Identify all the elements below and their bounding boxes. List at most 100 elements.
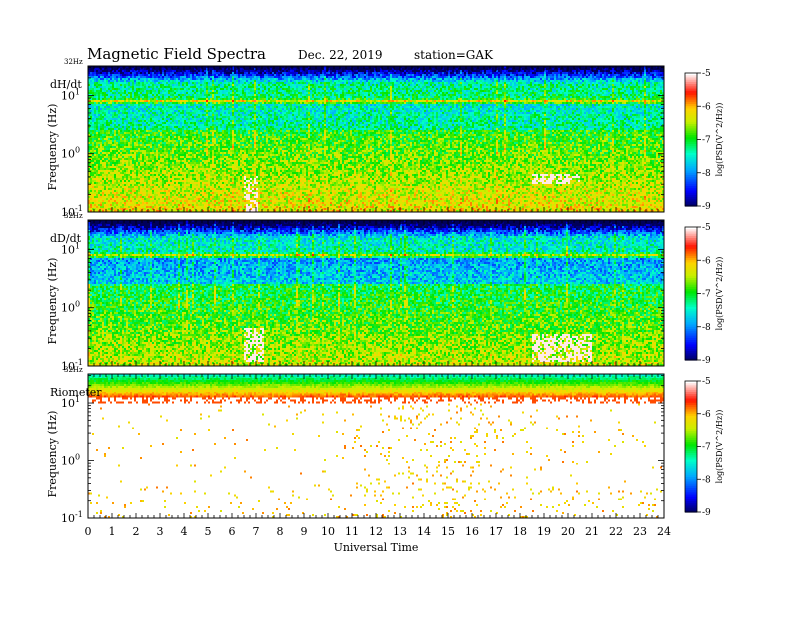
colorbar-segment bbox=[685, 121, 697, 125]
colorbar-segment bbox=[685, 112, 697, 116]
colorbar-segment bbox=[685, 396, 697, 400]
colorbar-tick-label: -6 bbox=[702, 410, 711, 420]
colorbar-tick-label: -8 bbox=[702, 475, 711, 485]
colorbar-segment bbox=[685, 302, 697, 306]
panel-label: Riometer bbox=[50, 386, 102, 399]
colorbar-segment bbox=[685, 477, 697, 480]
y-tick-label: 10-1 bbox=[61, 358, 83, 373]
colorbar-segment bbox=[685, 317, 697, 321]
x-tick-label: 2 bbox=[133, 525, 140, 538]
colorbar-segment bbox=[685, 240, 697, 244]
colorbar-segment bbox=[685, 481, 697, 485]
colorbar-segment bbox=[685, 139, 697, 143]
colorbar-segment bbox=[685, 503, 697, 507]
colorbar-segment bbox=[685, 342, 697, 346]
colorbar-segment bbox=[685, 398, 697, 402]
colorbar-segment bbox=[685, 110, 697, 114]
colorbar-segment bbox=[685, 126, 697, 130]
colorbar-segment bbox=[685, 453, 697, 456]
colorbar-segment bbox=[685, 435, 697, 439]
colorbar-segment bbox=[685, 108, 697, 112]
colorbar-segment bbox=[685, 97, 697, 101]
colorbar-segment bbox=[685, 246, 697, 250]
colorbar-segment bbox=[685, 418, 697, 421]
colorbar-segment bbox=[685, 192, 697, 196]
colorbar-segment bbox=[685, 315, 697, 319]
colorbar-tick-label: -5 bbox=[702, 69, 711, 79]
colorbar-segment bbox=[685, 300, 697, 303]
colorbar-segment bbox=[685, 320, 697, 323]
colorbar-segment bbox=[685, 73, 697, 76]
colorbar-segment bbox=[685, 463, 697, 467]
x-tick-label: 22 bbox=[609, 525, 623, 538]
colorbar-segment bbox=[685, 472, 697, 476]
x-tick-label: 0 bbox=[85, 525, 92, 538]
colorbar-segment bbox=[685, 337, 697, 341]
x-tick-label: 10 bbox=[321, 525, 335, 538]
colorbar-tick-label: -6 bbox=[702, 102, 711, 112]
colorbar-segment bbox=[685, 106, 697, 110]
colorbar-segment bbox=[685, 311, 697, 315]
colorbar-segment bbox=[685, 439, 697, 443]
x-tick-label: 9 bbox=[301, 525, 308, 538]
colorbar-segment bbox=[685, 498, 697, 502]
colorbar-segment bbox=[685, 402, 697, 406]
colorbar-segment bbox=[685, 130, 697, 134]
colorbar-segment bbox=[685, 251, 697, 255]
colorbar-segment bbox=[685, 437, 697, 441]
colorbar-segment bbox=[685, 313, 697, 317]
colorbar-segment bbox=[685, 353, 697, 357]
colorbar-segment bbox=[685, 242, 697, 246]
colorbar-segment bbox=[685, 132, 697, 136]
colorbar-tick-label: -9 bbox=[702, 202, 711, 212]
colorbar-segment bbox=[685, 297, 697, 301]
y-tick-label: 100 bbox=[61, 300, 80, 315]
spectrogram-2 bbox=[88, 374, 664, 518]
colorbar-segment bbox=[685, 501, 697, 504]
colorbar-segment bbox=[685, 485, 697, 489]
x-tick-label: 14 bbox=[417, 525, 431, 538]
colorbar-segment bbox=[685, 79, 697, 83]
x-tick-label: 20 bbox=[561, 525, 575, 538]
x-tick-label: 17 bbox=[489, 525, 503, 538]
colorbar-segment bbox=[685, 284, 697, 288]
colorbar-segment bbox=[685, 77, 697, 81]
colorbar-segment bbox=[685, 344, 697, 348]
colorbar-segment bbox=[685, 277, 697, 281]
colorbar-segment bbox=[685, 137, 697, 141]
colorbar-segment bbox=[685, 457, 697, 461]
colorbar-segment bbox=[685, 86, 697, 90]
colorbar-segment bbox=[685, 400, 697, 404]
colorbar-segment bbox=[685, 442, 697, 445]
colorbar-segment bbox=[685, 507, 697, 511]
colorbar-segment bbox=[685, 391, 697, 395]
colorbar-segment bbox=[685, 385, 697, 389]
colorbar-segment bbox=[685, 429, 697, 432]
colorbar-tick-label: -9 bbox=[702, 356, 711, 366]
colorbar-segment bbox=[685, 387, 697, 391]
colorbar-segment bbox=[685, 333, 697, 337]
colorbar-segment bbox=[685, 115, 697, 118]
colorbar-segment bbox=[685, 101, 697, 105]
colorbar-segment bbox=[685, 99, 697, 103]
colorbar-segment bbox=[685, 123, 697, 127]
colorbar-segment bbox=[685, 179, 697, 183]
colorbar-segment bbox=[685, 479, 697, 483]
colorbar-segment bbox=[685, 326, 697, 330]
colorbar-segment bbox=[685, 90, 697, 94]
colorbar-tick-label: -5 bbox=[702, 377, 711, 387]
colorbar-segment bbox=[685, 405, 697, 408]
colorbar-segment bbox=[685, 197, 697, 200]
colorbar: -5 -6 -7 -8 -9 log(PSD(V^2/Hz)) bbox=[684, 69, 724, 212]
top-freq-label: 32Hz bbox=[64, 366, 83, 374]
colorbar-segment bbox=[685, 170, 697, 174]
colorbar-segment bbox=[685, 426, 697, 430]
colorbar-segment bbox=[685, 424, 697, 428]
y-axis-title: Frequency (Hz) bbox=[46, 258, 59, 345]
colorbar-segment bbox=[685, 104, 697, 107]
colorbar-segment bbox=[685, 470, 697, 474]
colorbar-segment bbox=[685, 119, 697, 123]
colorbar: -5 -6 -7 -8 -9 log(PSD(V^2/Hz)) bbox=[684, 377, 724, 518]
